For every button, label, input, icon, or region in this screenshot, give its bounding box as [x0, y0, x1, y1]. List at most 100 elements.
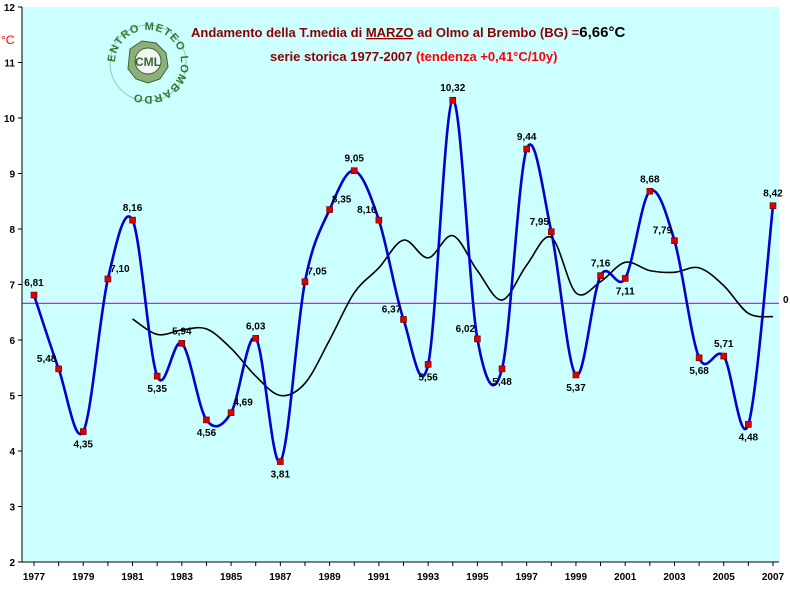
x-tick-label: 1993: [417, 572, 440, 583]
x-axis: 1977 1979 1981 1983 1985 1987 1989 1991 1993 1995…: [23, 562, 785, 583]
y-tick-label: 8: [9, 225, 15, 236]
data-point: [621, 275, 629, 282]
data-point: [79, 428, 87, 435]
x-tick-label: 2005: [713, 572, 736, 583]
data-label: 7,05: [307, 267, 327, 278]
data-label: 9,05: [344, 154, 364, 165]
data-label: 5,48: [37, 354, 57, 365]
data-label: 4,69: [233, 398, 253, 409]
trend-series: [132, 234, 774, 397]
trend-line: [132, 234, 774, 397]
chart-subtitle: serie storica 1977-2007 (tendenza +0,41°…: [270, 49, 557, 64]
x-tick-label: 1991: [368, 572, 391, 583]
y-tick-label: 3: [9, 503, 15, 514]
data-label: 6,03: [246, 321, 266, 332]
data-point: [203, 416, 210, 424]
y-tick-label: 12: [4, 3, 16, 14]
data-label: 7,11: [616, 286, 635, 297]
data-label: 8,16: [123, 203, 143, 214]
data-point: [301, 278, 309, 286]
y-tick-label: 6: [9, 336, 15, 347]
x-tick-label: 1977: [23, 572, 46, 583]
data-point: [547, 228, 555, 236]
y-tick-label: 11: [4, 59, 15, 70]
data-point: [572, 371, 580, 379]
data-label: 6,37: [382, 304, 402, 315]
chart-title: Andamento della T.media di MARZO ad Olmo…: [191, 24, 625, 41]
data-label: 5,94: [172, 326, 192, 337]
data-point: [55, 365, 62, 373]
x-tick-label: 1985: [220, 572, 243, 583]
data-points: [30, 96, 777, 465]
data-point: [720, 352, 728, 360]
data-point: [30, 291, 38, 299]
y-tick-label: 2: [9, 558, 15, 569]
data-label: 4,48: [739, 432, 759, 443]
data-point: [400, 316, 407, 323]
data-label: 8,42: [763, 189, 783, 200]
mean-line-label: 0: [783, 295, 789, 306]
data-point: [597, 272, 604, 279]
data-point: [498, 365, 506, 373]
data-point: [671, 237, 678, 244]
data-point: [646, 187, 654, 195]
data-label: 9,44: [517, 132, 537, 143]
data-label: 8,68: [640, 174, 660, 185]
data-point: [424, 361, 432, 368]
data-label: 4,56: [197, 428, 217, 439]
data-label: 5,71: [714, 339, 734, 350]
data-label: 5,35: [147, 384, 167, 395]
data-point: [129, 216, 136, 224]
data-point: [104, 275, 112, 283]
data-label: 7,10: [110, 264, 130, 275]
logo-text: CML: [135, 55, 161, 69]
title-month: MARZO: [366, 25, 414, 40]
data-label: 3,81: [271, 470, 291, 481]
x-tick-label: 1987: [269, 572, 292, 583]
title-value: 6,66°C: [579, 24, 625, 41]
data-point: [449, 96, 457, 104]
y-axis: 2 3 4 5 6 7 8 9 10 11 12: [4, 3, 22, 569]
data-point: [745, 421, 752, 428]
y-tick-label: 5: [9, 392, 15, 403]
data-label: 7,95: [530, 217, 550, 228]
data-point: [695, 354, 703, 362]
x-tick-label: 1999: [565, 572, 588, 583]
subtitle-trend: (tendenza +0,41°C/10y): [416, 49, 557, 64]
data-label: 8,35: [332, 195, 352, 206]
x-tick-label: 2007: [762, 572, 785, 583]
data-label: 6,02: [456, 324, 476, 335]
data-label: 5,68: [689, 366, 709, 377]
data-label: 5,56: [418, 372, 438, 383]
x-tick-label: 1995: [466, 572, 489, 583]
data-point: [153, 372, 161, 380]
data-point: [178, 340, 186, 347]
data-label: 10,32: [440, 83, 465, 94]
y-tick-label: 10: [4, 114, 16, 125]
data-point: [375, 216, 383, 224]
data-point: [252, 335, 259, 342]
x-tick-label: 1997: [516, 572, 539, 583]
data-label: 5,48: [492, 377, 512, 388]
title-middle: ad Olmo al Brembo (BG) =: [413, 25, 579, 40]
subtitle-main: serie storica 1977-2007: [270, 49, 416, 64]
y-axis-label: °C: [1, 33, 15, 47]
data-point: [227, 409, 235, 417]
data-label: 7,79: [653, 226, 673, 237]
y-tick-label: 9: [9, 170, 15, 181]
plot-area: [22, 7, 779, 562]
x-tick-label: 1983: [171, 572, 194, 583]
y-tick-label: 7: [9, 281, 15, 292]
x-tick-label: 1989: [318, 572, 341, 583]
title-prefix: Andamento della T.media di: [191, 25, 366, 40]
x-tick-label: 1981: [121, 572, 144, 583]
data-label: 7,16: [591, 259, 611, 270]
data-point: [350, 167, 358, 175]
data-label: 6,81: [24, 278, 44, 289]
data-point: [769, 202, 777, 209]
data-point: [277, 458, 284, 465]
data-label: 5,37: [566, 383, 586, 394]
x-tick-label: 1979: [72, 572, 95, 583]
data-point: [326, 206, 333, 213]
